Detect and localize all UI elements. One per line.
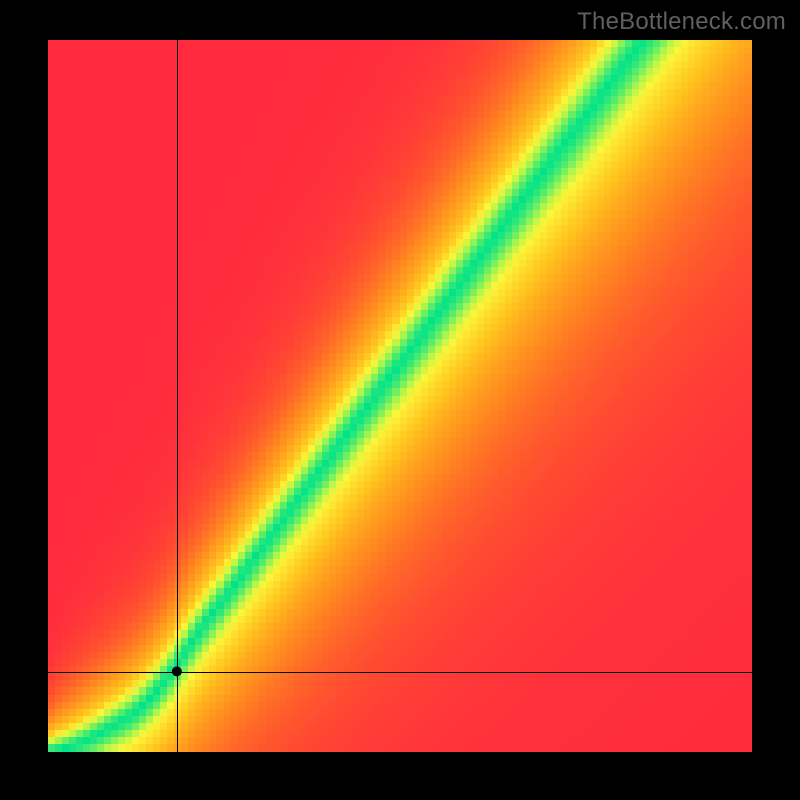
bottleneck-heatmap [48, 40, 752, 752]
chart-container: TheBottleneck.com [0, 0, 800, 800]
watermark-text: TheBottleneck.com [577, 8, 786, 36]
